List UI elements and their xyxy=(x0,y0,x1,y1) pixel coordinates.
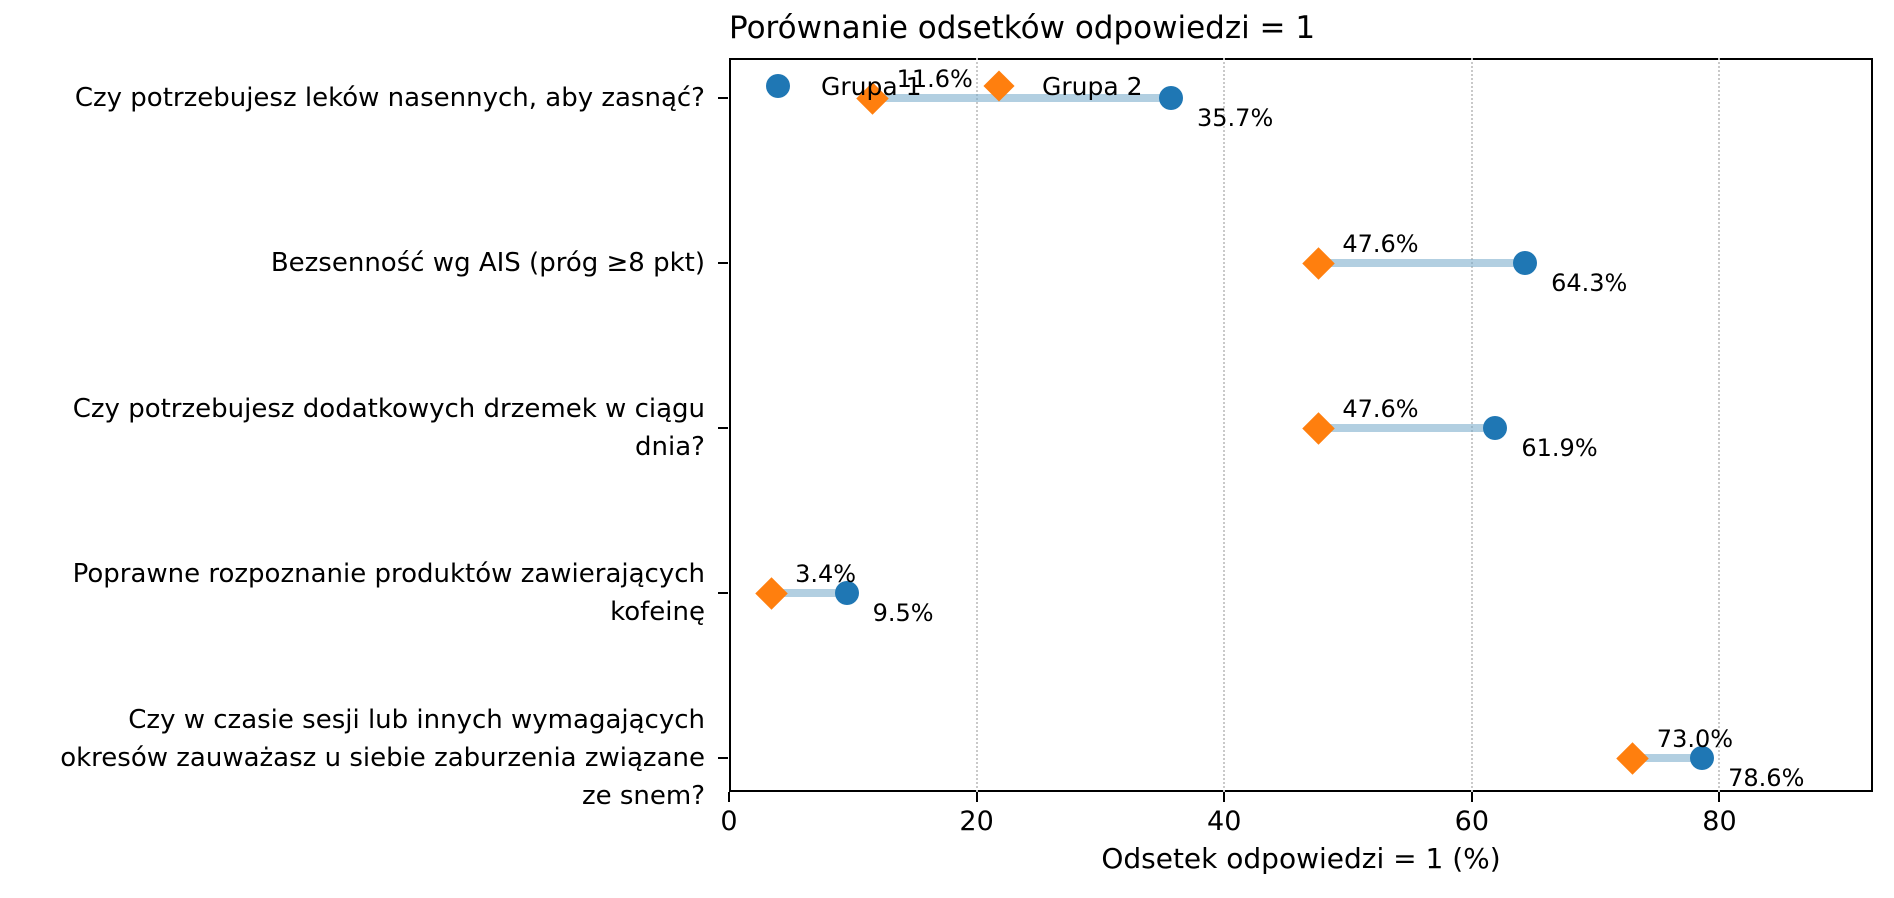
grupa-2-value-label: 47.6% xyxy=(1342,395,1419,423)
grupa-1-value-label: 64.3% xyxy=(1551,269,1628,297)
legend-item-grupa-2: Grupa 2 xyxy=(983,68,1143,104)
dumbbell-connector xyxy=(771,589,847,597)
x-tick-label: 0 xyxy=(720,806,738,837)
x-axis-title: Odsetek odpowiedzi = 1 (%) xyxy=(1101,842,1501,875)
y-axis-label-line: Czy potrzebujesz dodatkowych drzemek w c… xyxy=(72,394,705,424)
grupa-2-value-label: 11.6% xyxy=(896,65,973,93)
grupa-2-value-label: 47.6% xyxy=(1342,230,1419,258)
grupa-1-marker xyxy=(1159,86,1183,110)
y-axis-label-line: Poprawne rozpoznanie produktów zawierają… xyxy=(72,559,705,589)
legend-item-grupa-1: Grupa 1 xyxy=(765,68,922,104)
x-tick xyxy=(975,792,978,802)
grupa-2-diamond-icon xyxy=(983,70,1015,102)
x-tick-label: 20 xyxy=(959,806,994,837)
x-tick xyxy=(1718,792,1721,802)
y-axis-label-line: ze snem? xyxy=(581,781,705,811)
grupa-1-value-label: 78.6% xyxy=(1728,764,1805,792)
y-tick xyxy=(718,427,728,429)
legend: Grupa 1 Grupa 2 xyxy=(0,68,1894,108)
grupa-1-circle-icon xyxy=(765,73,791,99)
y-axis-label-line: kofeinę xyxy=(610,597,705,627)
x-tick xyxy=(1470,792,1473,802)
gridline xyxy=(1718,58,1721,792)
legend-label-grupa-2: Grupa 2 xyxy=(1042,71,1143,101)
y-axis-label-line: Bezsenność wg AIS (próg ≥8 pkt) xyxy=(270,248,705,278)
grupa-1-value-label: 61.9% xyxy=(1521,434,1598,462)
grupa-1-value-label: 35.7% xyxy=(1197,104,1274,132)
gridline xyxy=(975,58,978,792)
y-tick xyxy=(718,97,728,99)
dumbbell-connector xyxy=(1318,259,1526,267)
y-axis-label-line: okresów zauważasz u siebie zaburzenia zw… xyxy=(60,743,705,773)
plot-area xyxy=(729,58,1873,792)
y-axis-label-line: dnia? xyxy=(635,432,705,462)
y-tick xyxy=(718,262,728,264)
y-axis-label: Bezsenność wg AIS (próg ≥8 pkt) xyxy=(10,244,705,282)
y-tick xyxy=(718,757,728,759)
grupa-2-value-label: 73.0% xyxy=(1656,725,1734,753)
grupa-1-marker xyxy=(834,581,859,605)
y-axis-label: Czy potrzebujesz leków nasennych, aby za… xyxy=(10,79,705,117)
x-tick-label: 80 xyxy=(1702,806,1737,837)
gridline xyxy=(1223,58,1226,792)
y-axis-label: Poprawne rozpoznanie produktów zawierają… xyxy=(10,555,705,631)
y-axis-label-line: Czy w czasie sesji lub innych wymagający… xyxy=(128,705,705,735)
legend-label-grupa-1: Grupa 1 xyxy=(821,71,922,101)
grupa-1-marker xyxy=(1483,416,1508,440)
grupa-1-value-label: 9.5% xyxy=(872,599,934,627)
y-axis-label-line: Czy potrzebujesz leków nasennych, aby za… xyxy=(74,83,705,113)
y-tick xyxy=(718,592,728,594)
x-tick xyxy=(728,792,730,802)
grupa-2-value-label: 3.4% xyxy=(795,560,857,588)
x-tick-label: 40 xyxy=(1207,806,1242,837)
dumbbell-connector xyxy=(872,94,1171,102)
x-tick xyxy=(1223,792,1226,802)
grupa-1-marker xyxy=(1513,251,1538,275)
y-axis-label: Czy w czasie sesji lub innych wymagający… xyxy=(10,701,705,815)
x-tick-label: 60 xyxy=(1454,806,1490,837)
y-axis-label: Czy potrzebujesz dodatkowych drzemek w c… xyxy=(10,390,705,466)
dumbbell-connector xyxy=(1318,424,1496,432)
grupa-1-marker xyxy=(1690,746,1715,770)
chart-title: Porównanie odsetków odpowiedzi = 1 xyxy=(729,10,1316,46)
dumbbell-connector xyxy=(1632,754,1703,762)
